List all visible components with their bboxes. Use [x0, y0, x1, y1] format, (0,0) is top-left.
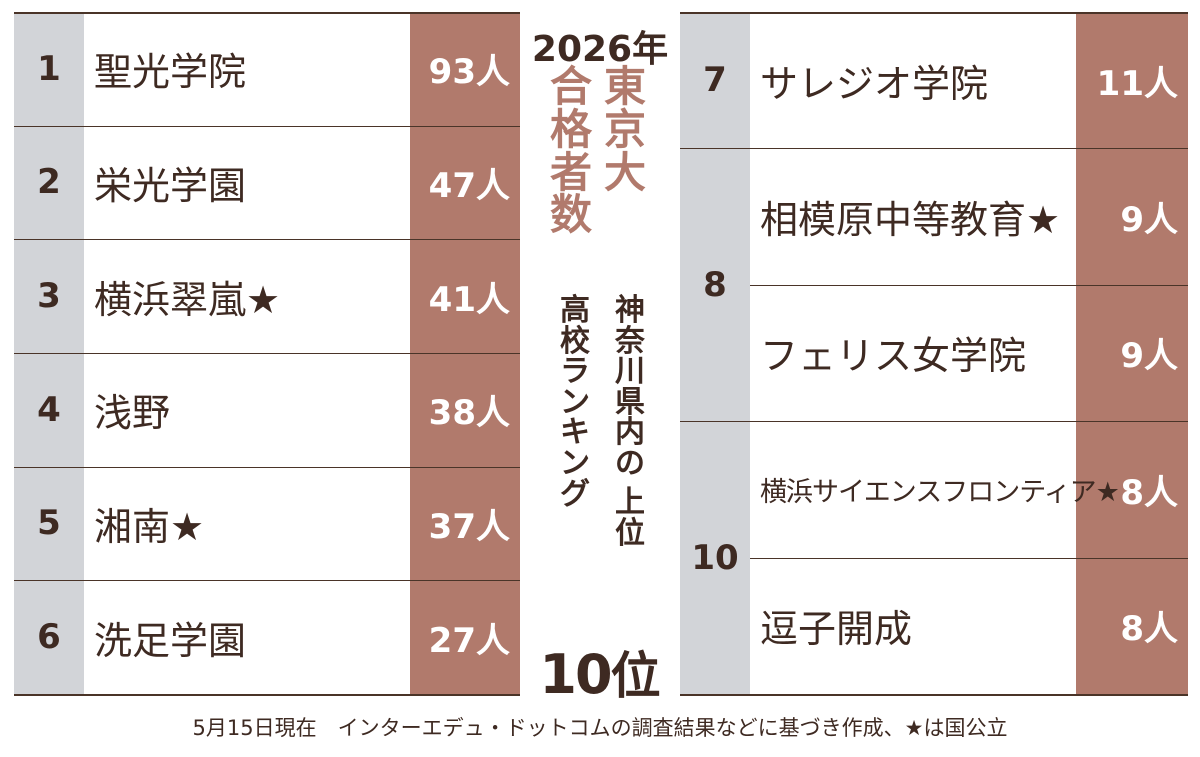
title-main-col1: 東京大 — [604, 62, 647, 197]
rank-cell: 2 — [37, 162, 61, 203]
rank-cell: 1 — [37, 48, 61, 89]
school-name: 洗足学園 — [94, 618, 247, 663]
title-char: グ — [560, 476, 590, 512]
rank-cell: 7 — [703, 60, 727, 101]
title-char: ラ — [560, 354, 590, 390]
row-divider — [14, 466, 520, 468]
school-name: 横浜サイエンスフロンティア★ — [760, 476, 1120, 508]
title-char: 奈 — [615, 323, 645, 359]
count-cell: 11人 — [1096, 63, 1178, 104]
title-char: 京 — [604, 104, 647, 154]
row-divider — [14, 239, 520, 241]
rank-cell: 10 — [691, 537, 739, 578]
title-char: 大 — [604, 147, 647, 197]
row-divider — [680, 421, 1188, 423]
count-cell: 37人 — [428, 506, 510, 547]
school-name: フェリス女学院 — [760, 334, 1027, 379]
title-char: キ — [560, 415, 590, 451]
school-name: 相模原中等教育★ — [760, 198, 1061, 243]
row-divider — [14, 125, 520, 127]
count-cell: 93人 — [428, 52, 510, 93]
title-char: 東 — [604, 62, 647, 111]
title-char: 位 — [615, 515, 645, 551]
count-cell: 9人 — [1120, 200, 1178, 241]
title-char: 校 — [560, 323, 590, 359]
title-char: ン — [560, 384, 590, 420]
school-name: 逗子開成 — [760, 607, 913, 652]
right-ranking-table: 7 サレジオ学院 11人 8 相模原中等教育★ 9人 フェリス女学院 9人 10 横浜サイエンスフ… — [680, 12, 1188, 696]
rank-cell: 4 — [37, 389, 61, 430]
count-cell: 8人 — [1120, 472, 1178, 513]
chart-title-area: 2026年 東京大 合格者数 神奈川県内の 高校ランキング 上位 10位 — [520, 10, 680, 706]
title-char: 上 — [615, 485, 645, 520]
row-divider — [14, 580, 520, 582]
title-top-ten-number: 10 — [539, 643, 612, 706]
left-ranking-table: 1 聖光学院 93人 2 栄光学園 47人 3 横浜翠嵐★ 41人 4 浅野 38人 5 湘南★ 37人 6 洗… — [14, 12, 520, 696]
rank-cell: 6 — [37, 617, 61, 658]
title-char: ン — [560, 445, 590, 481]
title-char: 格 — [550, 104, 593, 154]
title-char: 者 — [550, 147, 593, 197]
row-divider — [680, 148, 1188, 150]
title-sub-col1: 神奈川県内の — [615, 293, 645, 481]
school-name: 栄光学園 — [94, 163, 247, 208]
title-char: 内 — [615, 415, 645, 451]
count-cell: 38人 — [428, 393, 510, 434]
school-name: サレジオ学院 — [760, 61, 989, 106]
count-cell: 41人 — [428, 279, 510, 320]
title-char: 合 — [550, 62, 593, 111]
rank-cell: 3 — [37, 276, 61, 317]
footnote: 5月15日現在 インターエデュ・ドットコムの調査結果などに基づき作成、★は国公立 — [192, 716, 1008, 740]
title-top-ten: 10位 — [520, 636, 680, 708]
title-main-col2: 合格者数 — [550, 62, 593, 240]
school-name: 湘南★ — [94, 504, 205, 549]
school-name: 浅野 — [94, 391, 171, 436]
count-cell: 27人 — [428, 620, 510, 661]
rank-column-right — [680, 12, 750, 694]
title-char: 県 — [615, 384, 645, 420]
row-divider — [680, 12, 1188, 14]
rank-cell: 8 — [703, 264, 727, 305]
count-cell: 9人 — [1120, 336, 1178, 377]
title-sub-col3: 上位 — [615, 485, 645, 551]
title-year: 2026年 — [531, 29, 669, 70]
school-name: 聖光学院 — [94, 50, 247, 95]
title-char: 神 — [615, 293, 645, 328]
title-top-ten-unit: 位 — [610, 647, 661, 705]
row-divider — [750, 284, 1188, 286]
title-sub-col2: 高校ランキング — [560, 293, 590, 512]
row-divider — [14, 353, 520, 354]
row-divider — [14, 12, 520, 14]
count-cell: 8人 — [1120, 609, 1178, 650]
rank-cell: 5 — [37, 503, 61, 544]
row-divider — [750, 557, 1188, 559]
title-char: の — [615, 445, 645, 481]
count-column-right — [1076, 12, 1188, 694]
school-name: 横浜翠嵐★ — [94, 277, 281, 322]
title-char: 高 — [560, 293, 590, 328]
title-char: 数 — [550, 190, 593, 240]
count-cell: 47人 — [428, 165, 510, 206]
title-char: 川 — [615, 354, 645, 390]
